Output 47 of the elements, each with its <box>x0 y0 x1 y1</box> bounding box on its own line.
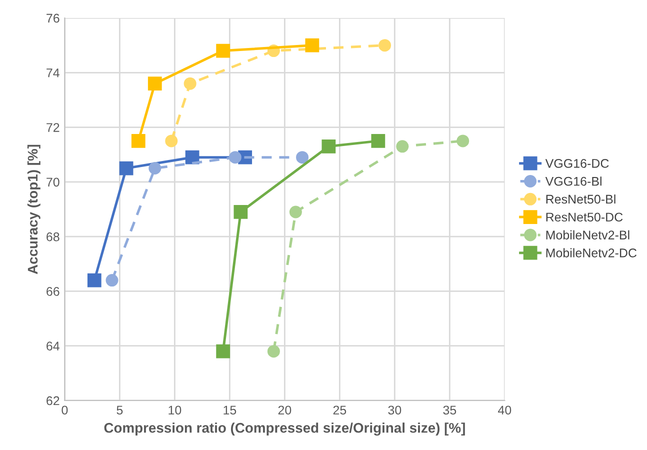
x-tick-label: 20 <box>278 406 292 415</box>
x-axis-title: Compression ratio (Compressed size/Original size) [%] <box>104 422 465 436</box>
x-tick-label: 0 <box>62 406 68 415</box>
point <box>296 151 309 164</box>
x-tick-label: 25 <box>333 406 346 415</box>
point <box>119 161 134 176</box>
point <box>267 345 280 358</box>
legend-label: MobileNetv2-DC <box>546 248 637 258</box>
point <box>234 205 248 219</box>
point <box>148 162 162 175</box>
x-tick-label: 5 <box>116 406 123 415</box>
legend-label: MobileNetv2-Bl <box>546 230 630 240</box>
point <box>106 274 118 287</box>
y-tick-label: 70 <box>46 178 60 187</box>
point <box>165 134 178 148</box>
point <box>305 38 320 52</box>
legend-label: VGG16-DC <box>545 159 609 168</box>
y-tick-label: 74 <box>46 68 60 78</box>
legend-label: ResNet50-Bl <box>546 194 616 204</box>
point <box>396 140 409 153</box>
point <box>185 150 200 164</box>
point <box>131 134 146 148</box>
point <box>148 76 162 91</box>
point <box>228 151 242 164</box>
point <box>216 344 230 358</box>
point <box>371 134 386 148</box>
y-tick-label: 72 <box>46 123 60 132</box>
x-tick-label: 40 <box>498 406 512 415</box>
legend-label: ResNet50-DC <box>546 212 623 222</box>
legend-label: VGG16-Bl <box>545 176 602 186</box>
y-tick-label: 76 <box>46 14 60 23</box>
y-tick-label: 64 <box>46 342 60 351</box>
point <box>378 39 392 52</box>
point <box>216 44 230 58</box>
point <box>289 206 302 218</box>
y-tick-label: 66 <box>46 287 60 296</box>
y-tick-label: 62 <box>46 396 60 406</box>
point <box>87 273 102 288</box>
y-axis-title: Accuracy (top1) [%] <box>27 144 40 274</box>
y-tick-label: 68 <box>46 232 60 242</box>
point <box>184 77 196 90</box>
point <box>322 139 336 154</box>
x-tick-label: 15 <box>224 406 236 415</box>
x-tick-label: 30 <box>388 406 402 415</box>
x-tick-label: 35 <box>443 406 456 415</box>
x-tick-label: 10 <box>168 406 182 415</box>
point <box>456 134 470 148</box>
